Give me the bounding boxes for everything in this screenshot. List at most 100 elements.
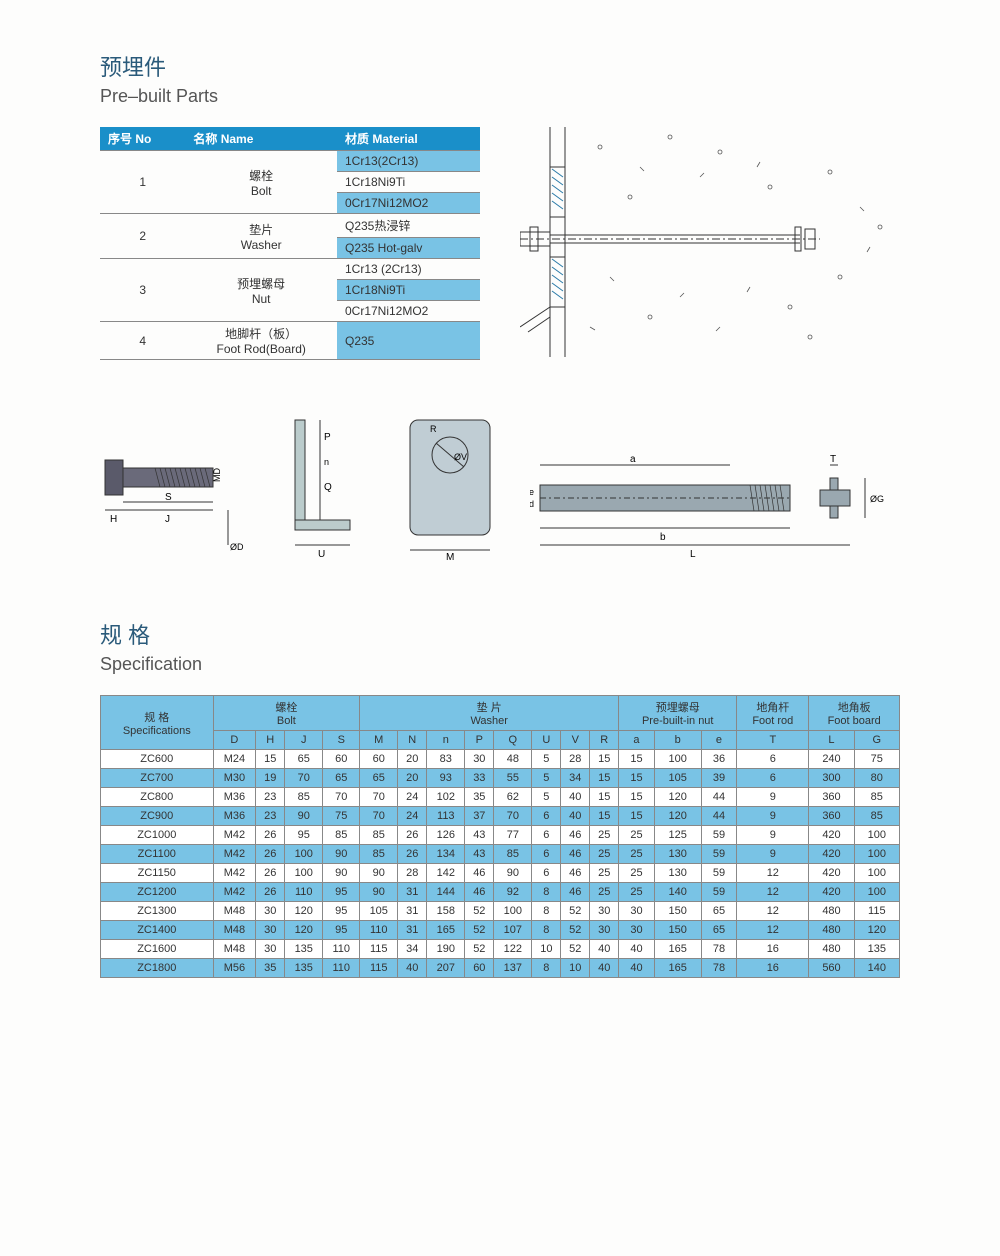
cell: 78 xyxy=(701,940,737,959)
cell: 46 xyxy=(465,883,494,902)
cell: 36 xyxy=(701,750,737,769)
svg-text:b: b xyxy=(660,532,666,543)
cell: Q235热浸锌 xyxy=(337,214,480,238)
cell: 5 xyxy=(532,769,561,788)
cell: 15 xyxy=(619,769,655,788)
svg-text:M: M xyxy=(446,552,454,560)
cell: 44 xyxy=(701,807,737,826)
cell: 110 xyxy=(323,940,360,959)
cell: 15 xyxy=(590,788,619,807)
cell: 59 xyxy=(701,864,737,883)
cell: 165 xyxy=(427,921,465,940)
col-material: 材质 Material xyxy=(337,127,480,151)
cell: 40 xyxy=(590,940,619,959)
cell: 75 xyxy=(854,750,899,769)
cell: 46 xyxy=(561,864,590,883)
table-row: ZC1600M483013511011534190521221052404016… xyxy=(101,940,900,959)
cell: ZC900 xyxy=(101,807,214,826)
cell: 122 xyxy=(494,940,532,959)
cell: 480 xyxy=(809,902,854,921)
cell: 35 xyxy=(465,788,494,807)
cell: 130 xyxy=(654,864,701,883)
cell: 9 xyxy=(737,807,809,826)
cell: 1Cr13 (2Cr13) xyxy=(337,259,480,280)
cell: 100 xyxy=(854,845,899,864)
angle-diagram: P Q n U xyxy=(280,410,370,563)
cell: 46 xyxy=(561,883,590,902)
materials-table: 序号 No 名称 Name 材质 Material 1 螺栓 Bolt 1Cr1… xyxy=(100,127,480,360)
svg-text:ØG: ØG xyxy=(870,494,884,504)
cell: 5 xyxy=(532,788,561,807)
cell: Q235 Hot-galv xyxy=(337,238,480,259)
spec-col-header: P xyxy=(465,731,494,750)
cell: 135 xyxy=(285,959,323,978)
cell: 40 xyxy=(619,940,655,959)
washer-diagram: ØV R M xyxy=(400,410,500,563)
cell: 8 xyxy=(532,921,561,940)
cell: 48 xyxy=(494,750,532,769)
spec-col-header: U xyxy=(532,731,561,750)
cell: 30 xyxy=(465,750,494,769)
cell: 8 xyxy=(532,902,561,921)
cell: 15 xyxy=(619,807,655,826)
cell: 26 xyxy=(256,883,285,902)
cell: 30 xyxy=(619,921,655,940)
cell: M48 xyxy=(213,921,256,940)
cell: 300 xyxy=(809,769,854,788)
cell: 100 xyxy=(285,864,323,883)
svg-text:U: U xyxy=(318,549,325,560)
cell: 30 xyxy=(256,902,285,921)
cell: ZC1200 xyxy=(101,883,214,902)
cell: 39 xyxy=(701,769,737,788)
cell: 80 xyxy=(854,769,899,788)
cell: 125 xyxy=(654,826,701,845)
col-no: 序号 No xyxy=(100,127,185,151)
spec-col-header: M xyxy=(360,731,398,750)
cell: 0Cr17Ni12MO2 xyxy=(337,193,480,214)
grp-washer: 垫 片 Washer xyxy=(360,696,619,731)
cell: 9 xyxy=(737,845,809,864)
cell: M24 xyxy=(213,750,256,769)
cell: 90 xyxy=(494,864,532,883)
cell: 110 xyxy=(323,959,360,978)
svg-text:T: T xyxy=(830,454,836,465)
cell: 30 xyxy=(590,921,619,940)
cell: 8 xyxy=(532,959,561,978)
cell: 105 xyxy=(360,902,398,921)
cell: 135 xyxy=(854,940,899,959)
cell: 113 xyxy=(427,807,465,826)
cell: 15 xyxy=(590,750,619,769)
cell: 31 xyxy=(398,902,427,921)
cell: 100 xyxy=(654,750,701,769)
cell: ZC1400 xyxy=(101,921,214,940)
cell: 65 xyxy=(285,750,323,769)
cell: 102 xyxy=(427,788,465,807)
cell: 6 xyxy=(737,769,809,788)
cell: 52 xyxy=(561,902,590,921)
cell: M42 xyxy=(213,883,256,902)
cell: 95 xyxy=(323,921,360,940)
cell: 240 xyxy=(809,750,854,769)
cell: 85 xyxy=(323,826,360,845)
cell: 35 xyxy=(256,959,285,978)
cell: 420 xyxy=(809,826,854,845)
cell: 55 xyxy=(494,769,532,788)
spec-col-header: J xyxy=(285,731,323,750)
cell: 34 xyxy=(561,769,590,788)
cell: 115 xyxy=(360,940,398,959)
cell: 150 xyxy=(654,921,701,940)
cell: 52 xyxy=(465,902,494,921)
svg-text:ØD: ØD xyxy=(230,542,244,552)
cell: 95 xyxy=(323,902,360,921)
table-row: ZC1800M563513511011540207601378104040165… xyxy=(101,959,900,978)
cell: 43 xyxy=(465,845,494,864)
cell: 30 xyxy=(619,902,655,921)
cell: M56 xyxy=(213,959,256,978)
svg-text:n: n xyxy=(324,457,329,467)
cell: 26 xyxy=(256,864,285,883)
cell: 52 xyxy=(561,921,590,940)
cell: 44 xyxy=(701,788,737,807)
cell: 25 xyxy=(590,864,619,883)
cell: ZC1600 xyxy=(101,940,214,959)
cell: 40 xyxy=(398,959,427,978)
